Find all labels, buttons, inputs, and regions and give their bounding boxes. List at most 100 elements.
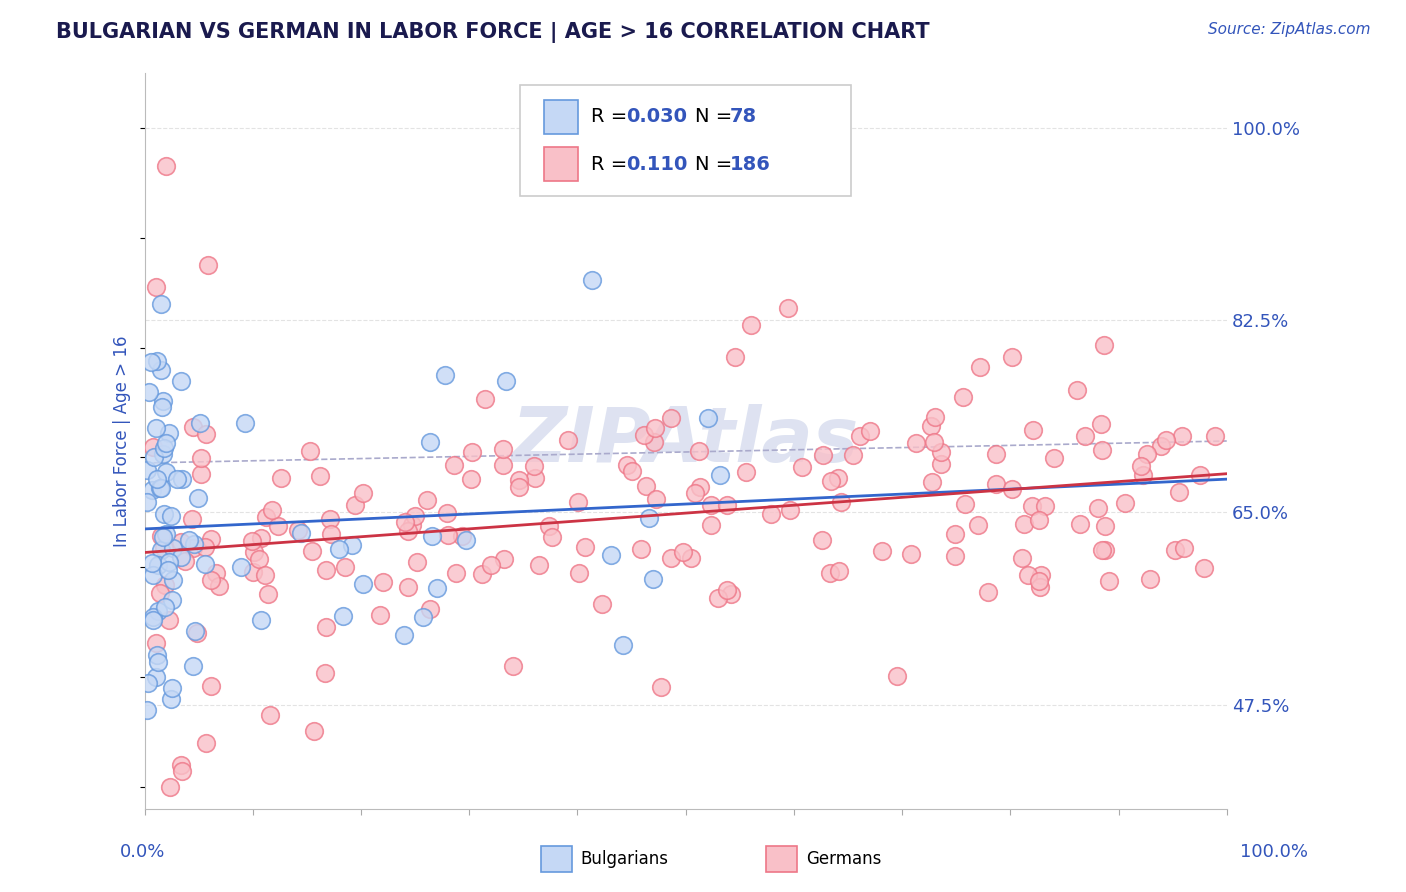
Point <box>437 528 460 542</box>
Point <box>1021 499 1043 513</box>
Point <box>231 559 253 574</box>
Point <box>143 450 166 464</box>
Point <box>740 318 762 333</box>
Point <box>153 578 176 592</box>
Point <box>404 509 426 524</box>
Point <box>977 584 1000 599</box>
Point <box>451 528 474 542</box>
Point <box>1012 517 1035 532</box>
Point <box>537 519 560 533</box>
Point <box>1129 458 1152 473</box>
Point <box>170 472 193 486</box>
Point <box>314 666 336 681</box>
Text: Bulgarians: Bulgarians <box>581 850 669 868</box>
Point <box>240 533 263 548</box>
Point <box>612 638 634 652</box>
Point <box>1150 439 1173 453</box>
Y-axis label: In Labor Force | Age > 16: In Labor Force | Age > 16 <box>114 335 131 547</box>
Point <box>257 586 280 600</box>
Point <box>779 503 801 517</box>
Point <box>148 655 170 669</box>
Point <box>298 444 321 458</box>
Text: 0.110: 0.110 <box>626 154 688 174</box>
Point <box>643 434 665 449</box>
Point <box>150 401 173 415</box>
Point <box>953 497 976 511</box>
Point <box>200 573 222 587</box>
Point <box>523 458 546 473</box>
Text: 0.030: 0.030 <box>626 107 686 127</box>
Point <box>659 411 682 425</box>
Point <box>187 491 209 505</box>
Point <box>146 558 169 572</box>
Point <box>1094 519 1116 533</box>
Point <box>138 384 160 399</box>
Point <box>190 451 212 466</box>
Point <box>152 446 174 460</box>
Point <box>943 527 966 541</box>
Point <box>567 494 589 508</box>
Point <box>197 258 219 272</box>
Point <box>650 680 672 694</box>
Point <box>142 440 165 454</box>
Point <box>461 445 484 459</box>
Point <box>141 556 163 570</box>
Point <box>373 574 395 589</box>
Point <box>183 536 205 550</box>
Point <box>190 467 212 482</box>
Point <box>335 560 357 574</box>
Point <box>332 609 354 624</box>
Point <box>1167 484 1189 499</box>
Point <box>315 620 337 634</box>
Point <box>641 572 664 586</box>
Point <box>776 301 799 316</box>
Point <box>152 530 174 544</box>
Point <box>181 512 204 526</box>
Point <box>1028 574 1050 589</box>
Point <box>502 659 524 673</box>
Point <box>419 435 441 450</box>
Point <box>159 692 181 706</box>
Point <box>135 703 157 717</box>
Point <box>174 554 197 568</box>
Point <box>454 533 477 547</box>
Point <box>186 625 208 640</box>
Point <box>811 533 834 547</box>
Point <box>195 736 218 750</box>
Point <box>152 393 174 408</box>
Point <box>492 458 515 472</box>
Point <box>157 555 180 569</box>
Point <box>952 390 974 404</box>
Point <box>638 511 661 525</box>
Point <box>145 354 167 368</box>
Point <box>142 613 165 627</box>
Text: 0.0%: 0.0% <box>120 843 165 861</box>
Point <box>157 426 180 441</box>
Point <box>633 428 655 442</box>
Point <box>494 551 516 566</box>
Point <box>169 374 191 388</box>
Point <box>527 558 550 573</box>
Point <box>155 526 177 541</box>
Point <box>905 436 928 450</box>
Point <box>287 523 309 537</box>
Point <box>849 429 872 443</box>
Point <box>352 485 374 500</box>
Point <box>1091 443 1114 458</box>
Point <box>405 555 427 569</box>
Point <box>343 498 366 512</box>
Point <box>412 609 434 624</box>
Point <box>142 609 165 624</box>
Point <box>508 473 530 487</box>
Point <box>591 597 613 611</box>
Point <box>260 503 283 517</box>
Point <box>145 421 167 435</box>
Point <box>149 481 172 495</box>
Point <box>136 675 159 690</box>
Point <box>1164 542 1187 557</box>
Point <box>433 368 456 382</box>
Point <box>319 512 342 526</box>
Point <box>205 566 228 581</box>
Point <box>922 435 945 450</box>
Point <box>689 480 711 494</box>
